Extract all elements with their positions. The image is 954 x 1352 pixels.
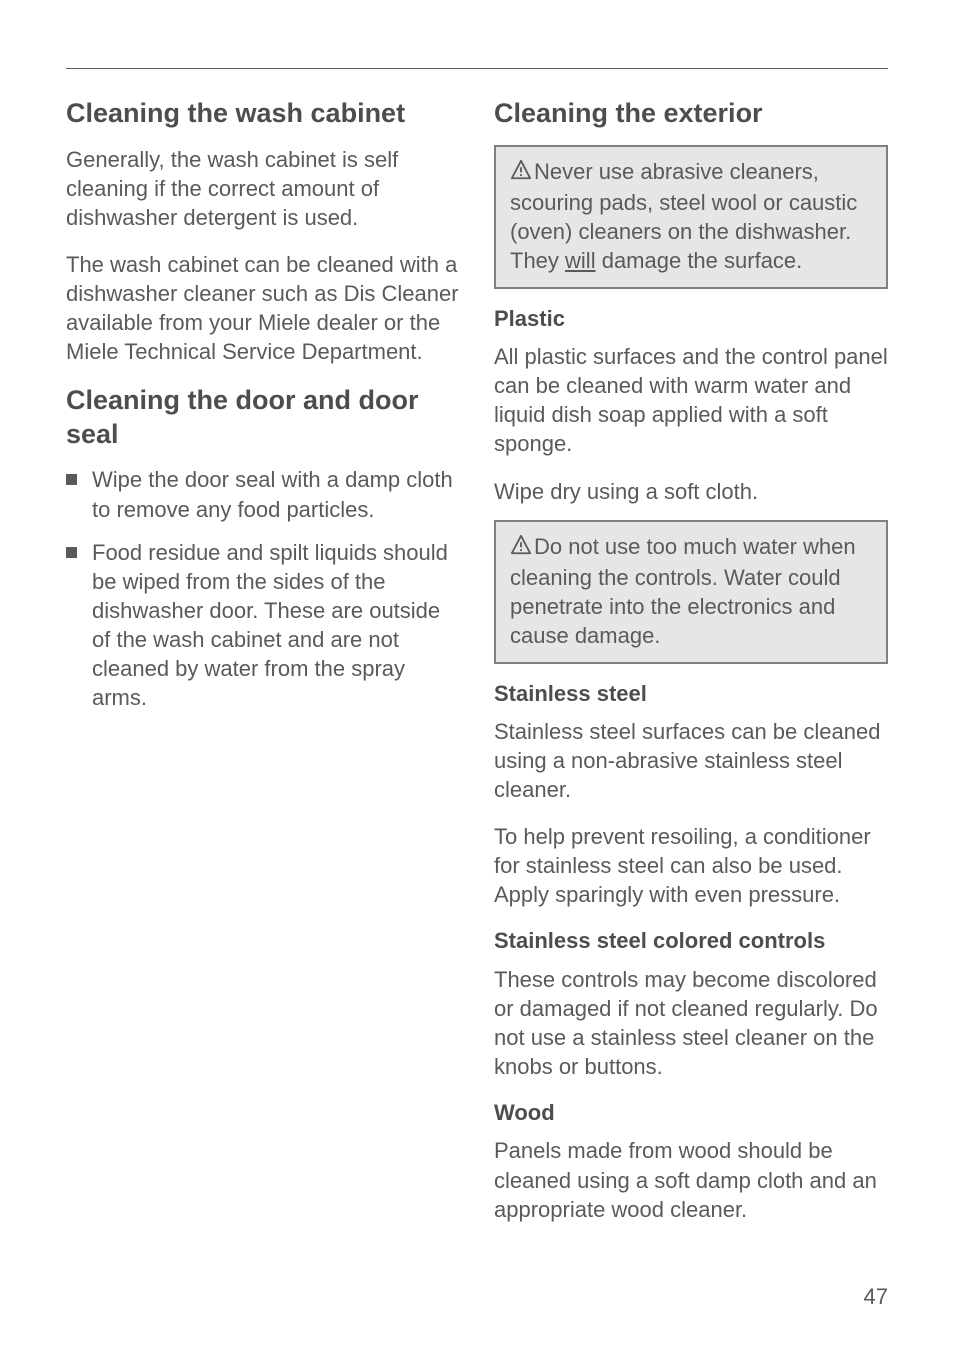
callout-text: Do not use too much water when cleaning … [510, 532, 872, 650]
list-item: Food residue and spilt liquids should be… [66, 538, 460, 712]
heading-wash-cabinet: Cleaning the wash cabinet [66, 97, 460, 131]
list-item: Wipe the door seal with a damp cloth to … [66, 465, 460, 523]
heading-door-seal: Cleaning the door and door seal [66, 384, 460, 452]
callout-span: Do not use too much water when cleaning … [510, 534, 856, 648]
heading-plastic: Plastic [494, 305, 888, 333]
door-seal-list: Wipe the door seal with a damp cloth to … [66, 465, 460, 711]
para-wipe-dry: Wipe dry using a soft cloth. [494, 477, 888, 506]
left-column: Cleaning the wash cabinet Generally, the… [66, 97, 460, 1242]
page: Cleaning the wash cabinet Generally, the… [0, 0, 954, 1242]
page-number: 47 [864, 1284, 888, 1310]
heading-wood: Wood [494, 1099, 888, 1127]
para-ss-1: Stainless steel surfaces can be cleaned … [494, 717, 888, 804]
heading-stainless: Stainless steel [494, 680, 888, 708]
heading-exterior: Cleaning the exterior [494, 97, 888, 131]
warning-icon [510, 159, 532, 188]
columns: Cleaning the wash cabinet Generally, the… [66, 97, 888, 1242]
callout-abrasive: Never use abrasive cleaners, scouring pa… [494, 145, 888, 289]
warning-icon [510, 534, 532, 563]
para-wash-1: Generally, the wash cabinet is self clea… [66, 145, 460, 232]
para-ss-controls: These controls may become discolored or … [494, 965, 888, 1081]
heading-ss-controls: Stainless steel colored controls [494, 927, 888, 955]
right-column: Cleaning the exterior Never use abrasive… [494, 97, 888, 1242]
callout-text: Never use abrasive cleaners, scouring pa… [510, 157, 872, 275]
callout-span-b: damage the surface. [596, 248, 803, 273]
para-plastic: All plastic surfaces and the control pan… [494, 342, 888, 458]
para-wash-2: The wash cabinet can be cleaned with a d… [66, 250, 460, 366]
top-rule [66, 68, 888, 69]
para-ss-2: To help prevent resoiling, a conditioner… [494, 822, 888, 909]
callout-underline: will [565, 248, 596, 273]
callout-water: Do not use too much water when cleaning … [494, 520, 888, 664]
para-wood: Panels made from wood should be cleaned … [494, 1136, 888, 1223]
